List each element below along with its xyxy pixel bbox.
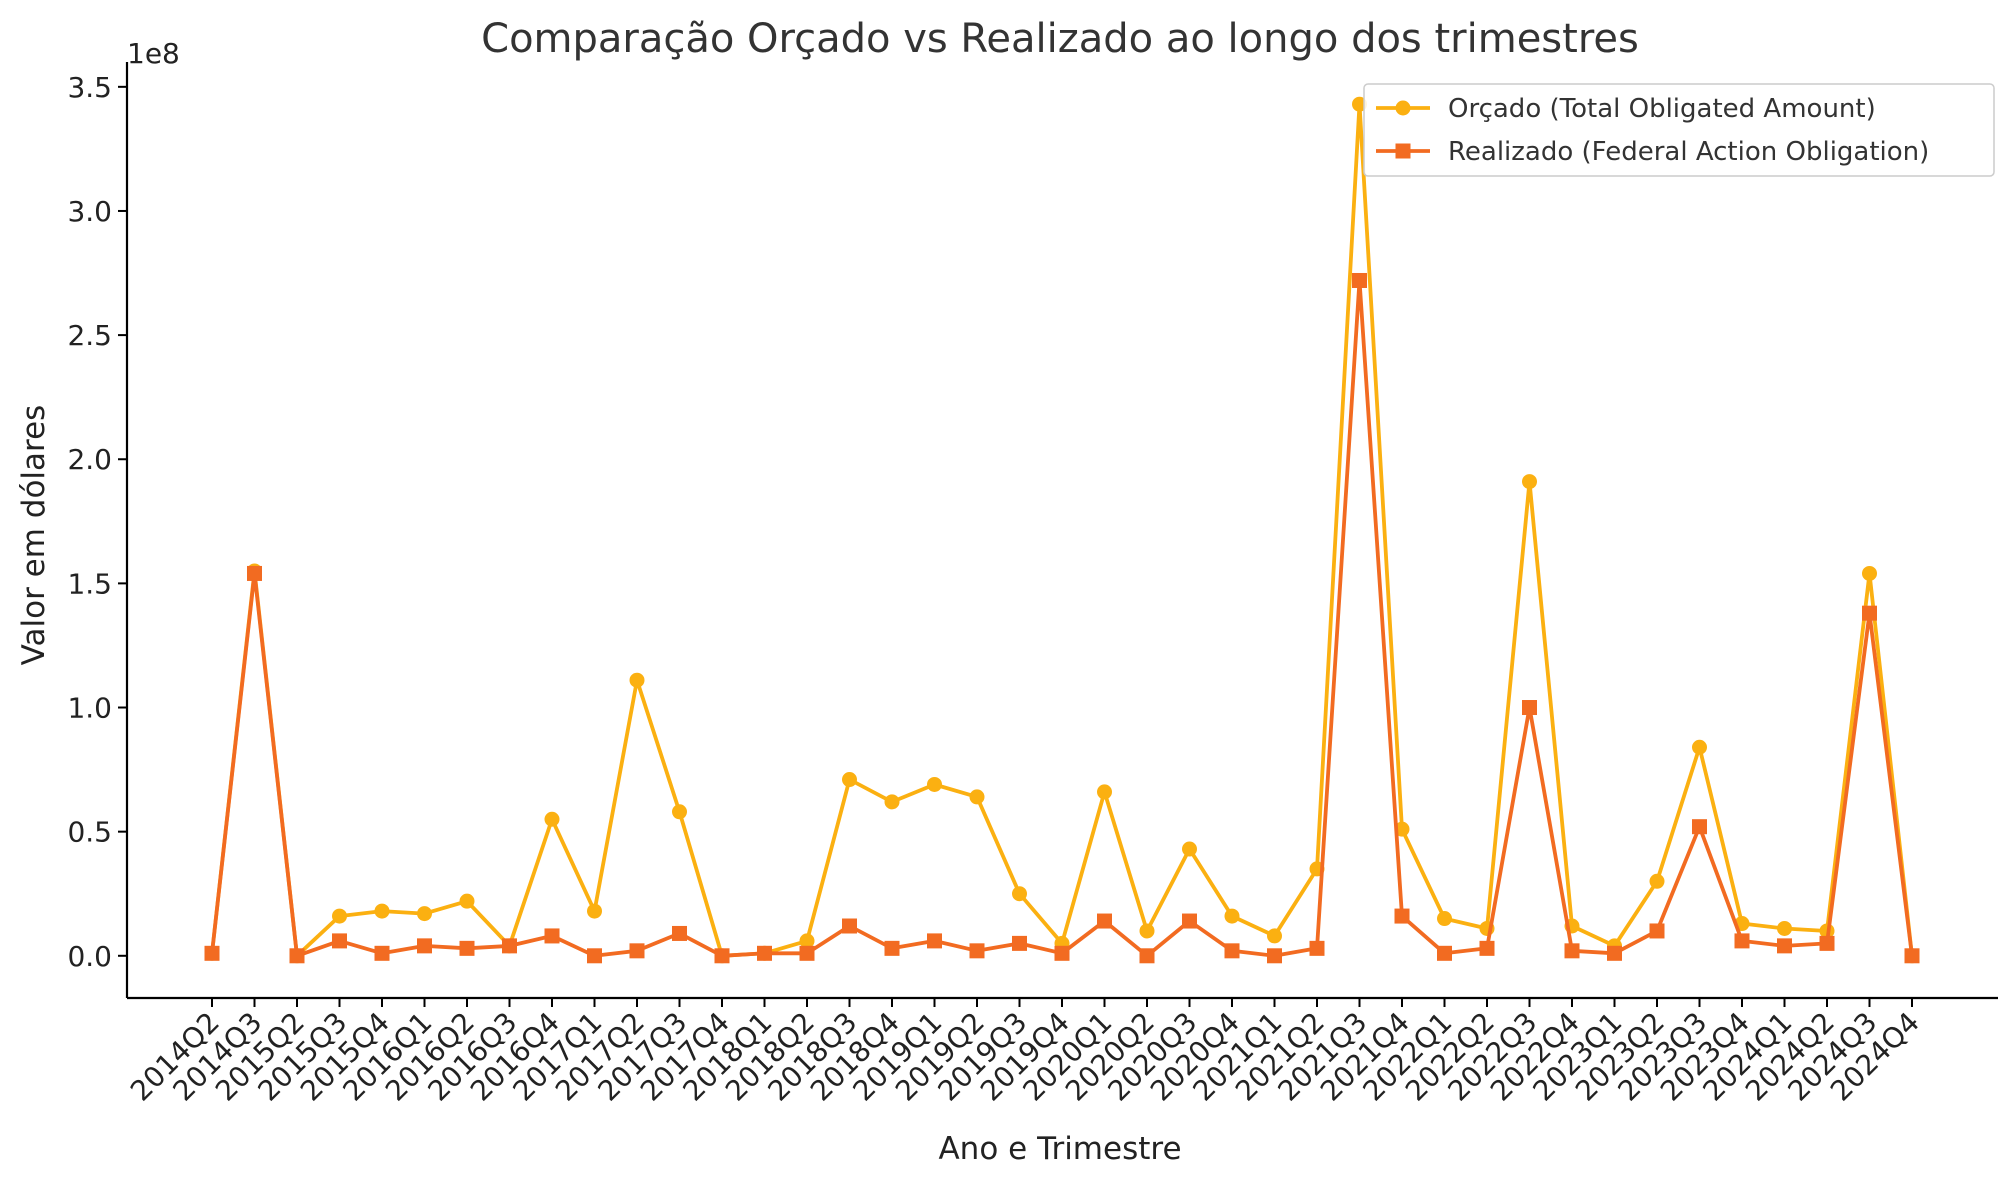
legend-label: Orçado (Total Obligated Amount): [1448, 94, 1876, 124]
data-point: [1862, 565, 1877, 581]
series-1: [204, 96, 1920, 964]
data-point: [459, 940, 475, 956]
legend-marker: [1395, 100, 1411, 116]
y-tick-label: 0.5: [67, 816, 112, 849]
data-point: [544, 811, 560, 827]
data-point: [1819, 935, 1835, 951]
data-point: [884, 794, 900, 810]
data-point: [1734, 933, 1750, 949]
data-point: [1649, 873, 1665, 889]
data-point: [1267, 948, 1282, 964]
data-point: [1777, 920, 1792, 936]
legend-label: Realizado (Federal Action Obligation): [1448, 137, 1929, 167]
data-point: [459, 893, 475, 909]
x-axis-label: Ano e Trimestre: [938, 1131, 1181, 1167]
data-point: [417, 906, 432, 922]
y-tick-label: 1.0: [67, 692, 112, 725]
y-tick-label: 2.0: [67, 443, 112, 476]
data-point: [1904, 948, 1920, 964]
legend-item: Orçado (Total Obligated Amount): [1376, 94, 1876, 124]
data-point: [1309, 940, 1325, 956]
data-point: [587, 948, 602, 964]
data-point: [1267, 928, 1282, 944]
y-axis-offset-label: 1e8: [127, 37, 180, 70]
data-point: [1607, 945, 1622, 961]
data-point: [1182, 841, 1197, 857]
data-point: [544, 928, 560, 944]
data-point: [969, 943, 985, 959]
data-point: [1224, 943, 1240, 959]
data-point: [927, 933, 942, 949]
data-point: [969, 789, 985, 805]
data-point: [927, 776, 942, 792]
data-point: [1862, 605, 1877, 621]
data-point: [714, 948, 730, 964]
data-point: [1224, 908, 1240, 924]
series-layer: [204, 96, 1920, 964]
data-point: [417, 938, 432, 954]
data-point: [502, 938, 517, 954]
data-point: [672, 804, 687, 820]
data-point: [842, 918, 857, 934]
data-point: [374, 903, 390, 919]
data-point: [332, 908, 347, 924]
data-point: [672, 925, 687, 941]
data-point: [1012, 935, 1027, 951]
data-point: [1182, 913, 1197, 929]
data-point: [204, 945, 220, 961]
series-line: [210, 278, 1914, 958]
data-point: [1777, 938, 1792, 954]
data-point: [1352, 272, 1367, 288]
data-point: [1097, 913, 1112, 929]
data-point: [374, 945, 390, 961]
data-point: [1692, 739, 1707, 755]
data-point: [884, 940, 900, 956]
data-point: [1139, 923, 1155, 939]
series-2: [204, 272, 1920, 964]
data-point: [1479, 940, 1495, 956]
data-point: [289, 948, 305, 964]
data-point: [799, 933, 815, 949]
legend-marker: [1395, 143, 1411, 159]
y-tick-label: 3.0: [67, 195, 112, 228]
y-axis-ticks: 0.0 0.5 1.0 1.5 2.0 2.5 3.0 3.5: [67, 71, 127, 973]
data-point: [587, 903, 602, 919]
data-point: [1522, 474, 1537, 490]
data-point: [332, 933, 347, 949]
data-point: [247, 565, 262, 581]
data-point: [1437, 911, 1452, 927]
data-point: [842, 772, 857, 788]
y-tick-label: 3.5: [67, 71, 112, 104]
data-point: [1097, 784, 1112, 800]
data-point: [629, 672, 645, 688]
legend-box: [1363, 83, 1995, 177]
data-point: [1054, 945, 1070, 961]
y-tick-label: 1.5: [67, 567, 112, 600]
data-point: [1012, 886, 1027, 902]
data-point: [1394, 908, 1410, 924]
data-point: [1692, 819, 1707, 835]
series-line: [210, 102, 1914, 958]
legend: Orçado (Total Obligated Amount) Realizado…: [1363, 83, 1995, 177]
data-point: [1522, 700, 1537, 716]
y-tick-label: 2.5: [67, 319, 112, 352]
data-point: [629, 943, 645, 959]
axes: [125, 62, 1998, 1000]
data-point: [799, 945, 815, 961]
y-axis-label: Valor em dólares: [16, 405, 52, 666]
data-point: [1437, 945, 1452, 961]
legend-item: Realizado (Federal Action Obligation): [1376, 137, 1929, 167]
x-axis-ticks: 2014Q22014Q32015Q22015Q32015Q42016Q12016…: [124, 998, 1926, 1108]
data-point: [1564, 943, 1580, 959]
data-point: [1139, 948, 1155, 964]
y-tick-label: 0.0: [67, 940, 112, 973]
data-point: [757, 945, 772, 961]
chart-title: Comparação Orçado vs Realizado ao longo …: [481, 16, 1639, 62]
data-point: [1649, 923, 1665, 939]
